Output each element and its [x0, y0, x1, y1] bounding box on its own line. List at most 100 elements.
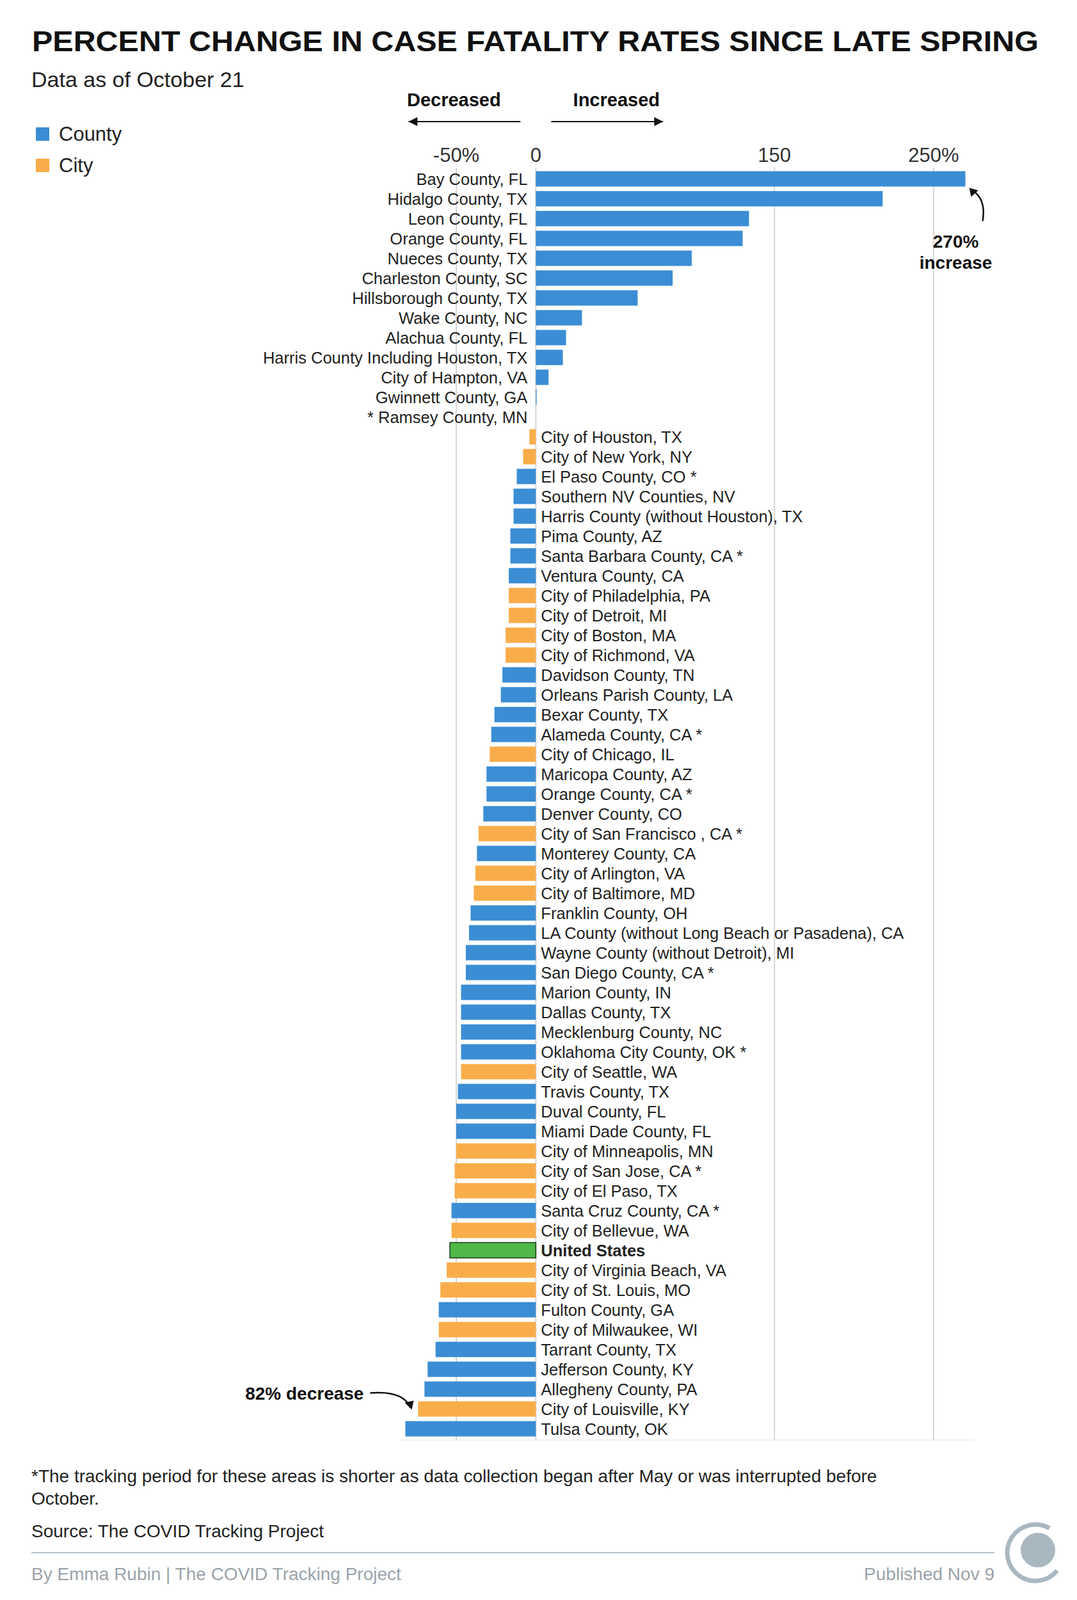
- category-label: Gwinnett County, GA: [375, 388, 528, 407]
- bar: [424, 1381, 536, 1397]
- category-label: Mecklenburg County, NC: [540, 1023, 722, 1042]
- footnote: *The tracking period for these areas is …: [31, 1466, 877, 1486]
- bar: [475, 865, 536, 882]
- bar: [486, 766, 536, 782]
- footnote: October.: [31, 1488, 100, 1509]
- category-label: City of New York, NY: [540, 447, 693, 466]
- tick-label: 0: [530, 143, 542, 167]
- bar: [473, 885, 536, 902]
- category-label: San Diego County, CA *: [540, 963, 714, 982]
- bar: [478, 826, 537, 842]
- bar: [440, 1282, 536, 1298]
- bar: [456, 1103, 536, 1120]
- category-label: Tarrant County, TX: [540, 1340, 677, 1359]
- category-label: Santa Cruz County, CA *: [540, 1201, 720, 1220]
- category-label: Franklin County, OH: [540, 904, 688, 923]
- bar: [460, 984, 536, 1001]
- category-label: Pima County, AZ: [540, 527, 662, 546]
- bar: [476, 845, 536, 862]
- category-label: Fulton County, GA: [540, 1300, 674, 1319]
- category-label: City of Houston, TX: [540, 428, 683, 447]
- bar: [508, 588, 536, 604]
- bar: [446, 1262, 536, 1278]
- category-label: City of Minneapolis, MN: [540, 1142, 713, 1161]
- bar: [456, 1143, 536, 1159]
- logo-ring: [1007, 1524, 1058, 1581]
- tick-label: 150: [757, 143, 791, 167]
- category-label: City of Detroit, MI: [540, 606, 667, 625]
- annotation: 82% decrease: [245, 1383, 364, 1404]
- bar: [465, 945, 536, 961]
- arrow-head: [404, 1400, 414, 1410]
- category-label: Bay County, FL: [415, 170, 528, 189]
- tick-label: 250%: [908, 143, 959, 167]
- category-label: Harris County Including Houston, TX: [263, 348, 528, 367]
- bar: [456, 1123, 536, 1140]
- arrow-head: [969, 188, 979, 198]
- bar: [491, 726, 537, 743]
- bar: [489, 746, 536, 763]
- category-label: Orleans Parish County, LA: [540, 686, 733, 704]
- category-label: Ventura County, CA: [540, 566, 685, 585]
- bar: [405, 1421, 536, 1437]
- bar: [454, 1183, 537, 1199]
- bar: [513, 508, 537, 525]
- category-label: City of St. Louis, MO: [540, 1281, 691, 1300]
- bar: [486, 786, 536, 802]
- bar: [465, 965, 536, 981]
- bar: [535, 270, 673, 287]
- bar: [535, 389, 537, 406]
- bar: [510, 528, 537, 544]
- legend-label: City: [58, 154, 94, 177]
- category-label: Hidalgo County, TX: [387, 190, 528, 208]
- title: PERCENT CHANGE IN CASE FATALITY RATES SI…: [31, 25, 1039, 57]
- bar: [435, 1341, 537, 1358]
- bar: [505, 627, 536, 644]
- category-label: Wake County, NC: [398, 309, 528, 328]
- logo-dot: [1020, 1532, 1056, 1568]
- bar: [460, 1044, 536, 1060]
- bar: [535, 330, 566, 346]
- bar: [460, 1064, 536, 1080]
- direction-arrow: [408, 120, 521, 123]
- grid-line: [933, 167, 935, 1440]
- category-label: City of Boston, MA: [540, 626, 676, 645]
- bar: [535, 350, 563, 366]
- category-label: Allegheny County, PA: [540, 1380, 697, 1399]
- category-label: Orange County, FL: [389, 229, 528, 248]
- source: Source: The COVID Tracking Project: [31, 1521, 324, 1541]
- category-label: City of Richmond, VA: [540, 646, 695, 665]
- chart: PERCENT CHANGE IN CASE FATALITY RATES SI…: [0, 0, 1077, 1600]
- bar: [483, 806, 536, 822]
- category-label: Denver County, CO: [540, 805, 683, 823]
- category-label: Southern NV Counties, NV: [540, 487, 735, 506]
- background: [0, 0, 1077, 1600]
- annotation: 270%: [933, 231, 980, 252]
- category-label: City of Bellevue, WA: [540, 1221, 689, 1240]
- bar: [458, 1084, 537, 1100]
- byline: By Emma Rubin | The COVID Tracking Proje…: [31, 1563, 402, 1584]
- bar: [522, 449, 536, 465]
- category-label: Miami Dade County, FL: [540, 1122, 711, 1141]
- category-label: * Ramsey County, MN: [367, 408, 528, 427]
- bar: [535, 290, 638, 306]
- bar: [535, 191, 883, 207]
- arrow-head: [408, 117, 418, 127]
- legend-entry: City: [35, 154, 94, 177]
- category-label: City of Philadelphia, PA: [540, 586, 711, 605]
- bar: [438, 1322, 537, 1338]
- category-label: Oklahoma City County, OK *: [540, 1043, 747, 1062]
- grid-line: [773, 167, 775, 1440]
- direction-label: Decreased: [406, 89, 502, 111]
- category-label: City of San Francisco , CA *: [540, 824, 743, 843]
- category-label: City of San Jose, CA *: [540, 1162, 702, 1181]
- published: Published Nov 9: [863, 1563, 995, 1584]
- bar: [510, 548, 537, 564]
- bar: [502, 667, 536, 683]
- bar: [469, 925, 536, 941]
- category-label: Nueces County, TX: [387, 249, 528, 268]
- category-label: Maricopa County, AZ: [540, 765, 692, 784]
- bar: [508, 568, 536, 584]
- bar: [417, 1401, 536, 1417]
- category-label: City of Chicago, IL: [540, 745, 674, 764]
